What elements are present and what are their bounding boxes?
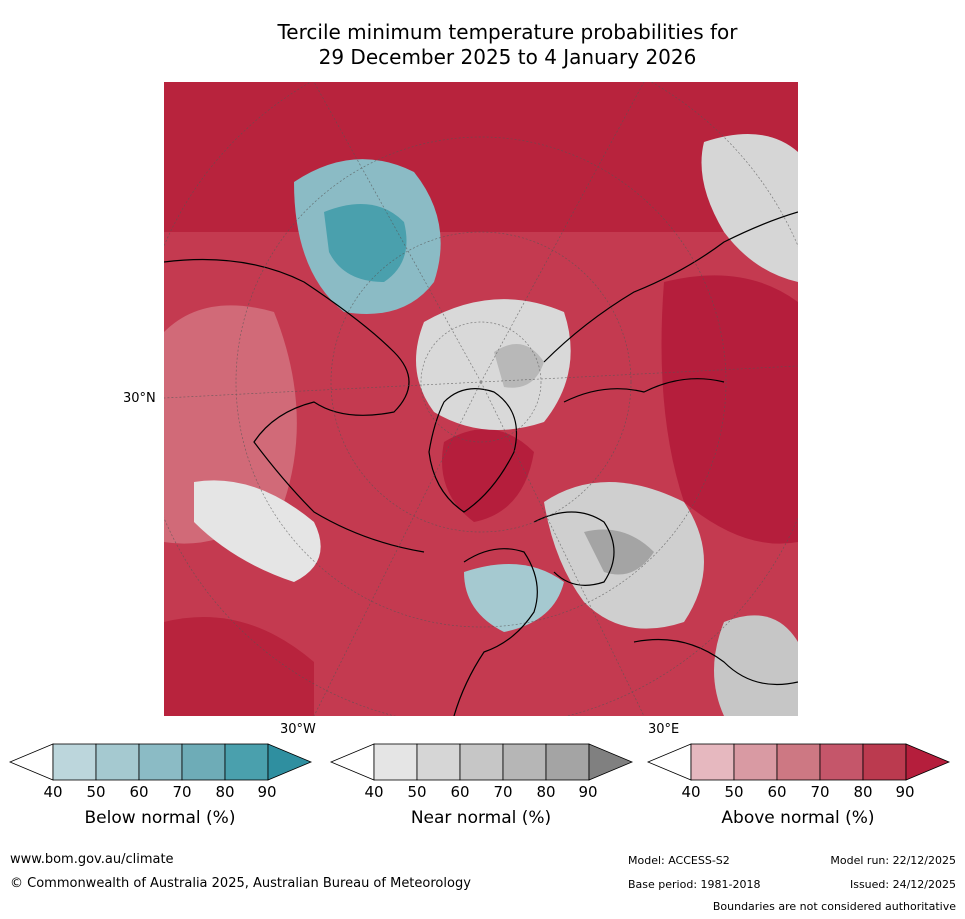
tick-label: 50: [86, 783, 106, 801]
colorbar-extend-high: [905, 743, 951, 781]
colorbar-near-normal: [329, 743, 634, 783]
probability-map: [164, 82, 798, 716]
region-siberia: [661, 275, 798, 544]
boundary-disclaimer: Boundaries are not considered authoritat…: [712, 900, 956, 913]
colorbar-extend-high: [267, 743, 313, 781]
colorbar-segment: [373, 743, 418, 781]
issued-date: Issued: 24/12/2025: [849, 878, 956, 891]
title-line-2: 29 December 2025 to 4 January 2026: [318, 45, 697, 69]
region-alaska-core: [324, 204, 407, 282]
website-link[interactable]: www.bom.gov.au/climate: [10, 852, 174, 867]
colorbar-near-svg: [329, 743, 634, 781]
map-canvas: [164, 82, 798, 716]
colorbar-above-ticks: 40 50 60 70 80 90: [648, 783, 948, 803]
colorbar-segment: [52, 743, 97, 781]
tick-label: 80: [853, 783, 873, 801]
tick-label: 90: [895, 783, 915, 801]
colorbar-above-title: Above normal (%): [721, 808, 875, 828]
colorbar-above-svg: [646, 743, 951, 781]
region-east-siberia: [701, 134, 798, 282]
graticule: [164, 82, 798, 716]
colorbar-segment: [776, 743, 821, 781]
lat-label-30n: 30°N: [123, 391, 156, 406]
region-north-pole: [494, 344, 544, 388]
tick-label: 50: [724, 783, 744, 801]
coastlines: [164, 211, 798, 716]
colorbar-segment: [862, 743, 907, 781]
colorbar-segment: [690, 743, 735, 781]
copyright-text: © Commonwealth of Australia 2025, Austra…: [10, 876, 471, 891]
region-western-europe-teal: [464, 564, 564, 632]
tick-label: 60: [450, 783, 470, 801]
tick-label: 70: [493, 783, 513, 801]
tick-label: 70: [810, 783, 830, 801]
tick-label: 40: [43, 783, 63, 801]
region-north-america-east: [194, 480, 321, 582]
colorbar-below-svg: [8, 743, 313, 781]
colorbar-segment: [138, 743, 183, 781]
region-central-asia: [714, 615, 798, 716]
colorbar-segment: [181, 743, 226, 781]
colorbar-extend-low: [646, 743, 692, 781]
colorbar-segment: [502, 743, 547, 781]
model-run: Model run: 22/12/2025: [830, 854, 956, 867]
colorbar-extend-high: [588, 743, 634, 781]
colorbar-below-title: Below normal (%): [84, 808, 236, 828]
colorbar-above-normal: [646, 743, 951, 783]
colorbar-segment: [819, 743, 864, 781]
region-pacific-south: [164, 617, 314, 716]
map-title: Tercile minimum temperature probabilitie…: [0, 20, 965, 70]
tick-label: 70: [172, 783, 192, 801]
region-greenland: [442, 429, 534, 522]
colorbar-segment: [459, 743, 504, 781]
tick-label: 50: [407, 783, 427, 801]
colorbar-below-ticks: 40 50 60 70 80 90: [10, 783, 310, 803]
tick-label: 60: [767, 783, 787, 801]
tick-label: 40: [364, 783, 384, 801]
base-period: Base period: 1981-2018: [628, 878, 761, 891]
lon-label-30e: 30°E: [648, 722, 680, 737]
colorbar-segment: [95, 743, 140, 781]
colorbar-segment: [545, 743, 590, 781]
tick-label: 80: [536, 783, 556, 801]
colorbar-near-ticks: 40 50 60 70 80 90: [331, 783, 631, 803]
lon-label-30w: 30°W: [280, 722, 316, 737]
colorbar-extend-low: [8, 743, 54, 781]
tick-label: 80: [215, 783, 235, 801]
title-line-1: Tercile minimum temperature probabilitie…: [277, 20, 738, 44]
colorbar-below-normal: [8, 743, 313, 783]
tick-label: 60: [129, 783, 149, 801]
region-arctic-ocean: [416, 299, 571, 430]
tick-label: 90: [578, 783, 598, 801]
colorbar-segment: [733, 743, 778, 781]
region-western-russia: [584, 529, 654, 575]
colorbar-extend-low: [329, 743, 375, 781]
region-north-pacific: [164, 82, 798, 232]
colorbar-segment: [416, 743, 461, 781]
tick-label: 90: [257, 783, 277, 801]
colorbar-near-title: Near normal (%): [410, 808, 552, 828]
model-name: Model: ACCESS-S2: [628, 854, 730, 867]
tick-label: 40: [681, 783, 701, 801]
colorbar-segment: [224, 743, 269, 781]
